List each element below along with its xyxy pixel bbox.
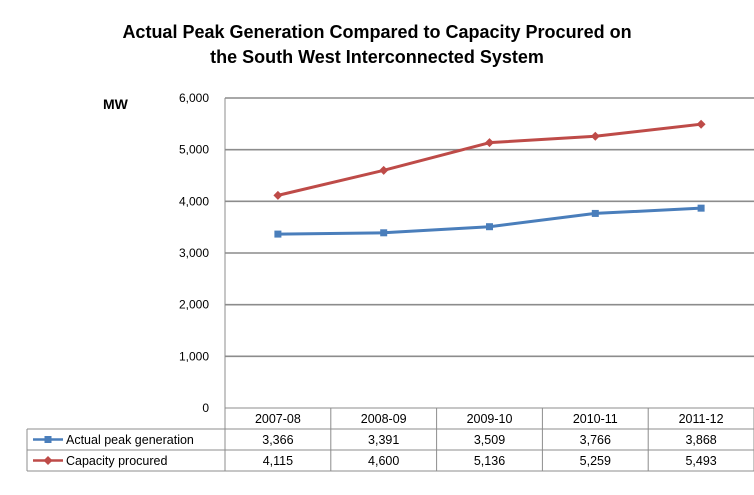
data-label: 4,600	[368, 454, 399, 468]
y-tick-label: 6,000	[179, 91, 209, 105]
x-category-label: 2007-08	[255, 412, 301, 426]
y-axis-ticks: 0 1,000 2,000 3,000 4,000 5,000 6,000	[179, 91, 209, 415]
series-line	[277, 122, 702, 197]
data-point	[274, 230, 282, 238]
data-label: 3,766	[580, 433, 611, 447]
y-tick-label: 2,000	[179, 298, 209, 312]
x-category-label: 2011-12	[679, 412, 724, 426]
gridlines	[224, 97, 754, 408]
data-point	[380, 229, 388, 237]
chart-title: Actual Peak Generation Compared to Capac…	[0, 20, 754, 70]
data-label: 3,391	[368, 433, 399, 447]
data-point	[696, 119, 706, 129]
data-label: 3,509	[474, 433, 505, 447]
legend-key-marker	[44, 436, 52, 443]
data-point	[590, 131, 600, 141]
x-category-label: 2008-09	[361, 412, 407, 426]
x-category-label: 2010-11	[573, 412, 618, 426]
y-tick-label: 5,000	[179, 143, 209, 157]
chart-title-line-1: Actual Peak Generation Compared to Capac…	[122, 22, 632, 42]
y-axis-label: MW	[103, 96, 128, 112]
data-point	[379, 165, 389, 175]
data-label: 3,868	[685, 433, 716, 447]
y-tick-label: 3,000	[179, 246, 209, 260]
y-tick-label: 0	[202, 401, 209, 415]
data-point	[591, 209, 599, 217]
data-label: 5,493	[685, 454, 716, 468]
legend-key-marker	[43, 456, 53, 465]
x-category-label: 2009-10	[467, 412, 513, 426]
data-point	[697, 204, 705, 212]
data-point	[486, 223, 493, 231]
data-table: 2007-08 2008-09 2009-10 2010-11 2011-12 Actua…	[26, 407, 754, 472]
y-tick-label: 1,000	[179, 349, 209, 363]
data-label: 5,136	[474, 454, 505, 468]
data-label: 5,259	[580, 454, 611, 468]
data-label: 4,115	[263, 454, 293, 468]
data-point	[273, 190, 283, 200]
legend-entry: Actual peak generation	[66, 433, 194, 447]
chart-title-line-2: the South West Interconnected System	[210, 47, 544, 67]
series-lines	[273, 119, 706, 238]
data-label: 3,366	[262, 433, 293, 447]
y-tick-label: 4,000	[179, 194, 209, 208]
data-point	[485, 138, 494, 148]
legend-entry: Capacity procured	[66, 454, 167, 468]
